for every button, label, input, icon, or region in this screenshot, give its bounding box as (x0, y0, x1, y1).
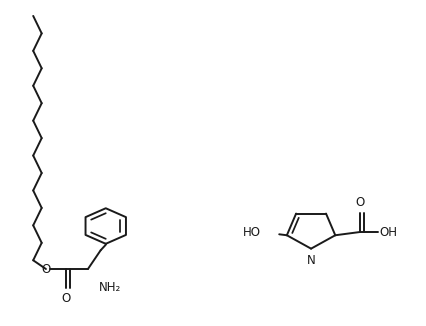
Text: O: O (61, 292, 70, 305)
Text: NH₂: NH₂ (98, 281, 121, 294)
Text: N: N (306, 255, 315, 267)
Text: O: O (354, 196, 364, 209)
Text: OH: OH (379, 226, 397, 239)
Text: HO: HO (242, 226, 260, 239)
Text: O: O (41, 262, 50, 275)
